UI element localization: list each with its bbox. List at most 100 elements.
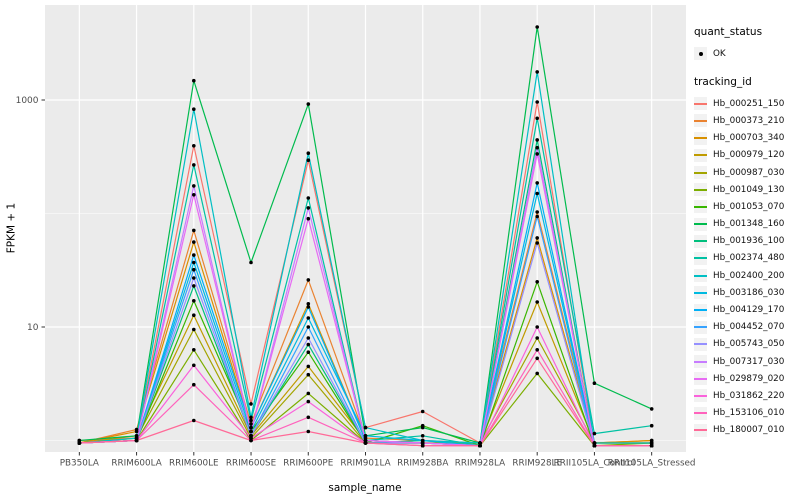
data-point	[535, 116, 539, 121]
legend-item-label: Hb_005743_050	[713, 339, 785, 350]
data-point	[134, 429, 139, 434]
data-point	[192, 299, 196, 303]
legend-item-Hb_002374_480: Hb_002374_480	[694, 250, 798, 267]
legend-item-Hb_001936_100: Hb_001936_100	[694, 233, 798, 250]
line-key-swatch	[694, 200, 707, 214]
data-point	[535, 336, 539, 340]
data-point	[192, 276, 196, 280]
data-point	[535, 300, 539, 304]
point-key-swatch	[694, 47, 707, 61]
tracking-id-legend: tracking_id Hb_000251_150 Hb_000373_210 Hb…	[694, 76, 798, 439]
x-tick-label: RRII105LA_Control	[554, 459, 636, 469]
data-point	[306, 342, 311, 347]
data-point	[249, 422, 253, 426]
data-point	[592, 441, 597, 445]
legend-item-Hb_180007_010: Hb_180007_010	[694, 422, 798, 439]
legend-item-label: Hb_003186_030	[713, 287, 785, 298]
data-point	[306, 158, 311, 162]
data-point	[306, 336, 311, 340]
data-point	[192, 418, 196, 423]
line-key-color	[694, 240, 707, 243]
data-point	[592, 381, 597, 386]
legend-item-Hb_007317_030: Hb_007317_030	[694, 353, 798, 370]
point-marker-icon	[698, 51, 703, 56]
data-point	[192, 313, 196, 318]
data-point	[192, 260, 196, 265]
data-point	[192, 240, 196, 244]
legend-item-Hb_001049_130: Hb_001049_130	[694, 181, 798, 198]
data-point	[306, 305, 311, 309]
y-axis-title: FPKM + 1	[5, 202, 18, 254]
line-key-color	[694, 412, 707, 415]
legend-item-Hb_031862_220: Hb_031862_220	[694, 387, 798, 404]
legend-item-label: Hb_000979_120	[713, 150, 785, 161]
legend-item-Hb_000987_030: Hb_000987_030	[694, 164, 798, 181]
legend-item-label: Hb_001936_100	[713, 236, 785, 247]
data-point	[306, 415, 311, 420]
data-point	[649, 441, 654, 445]
x-tick-label: RRIM600PE	[283, 459, 333, 469]
data-point	[649, 438, 654, 443]
data-point	[420, 409, 425, 414]
line-key-color	[694, 326, 707, 329]
legend-item-Hb_004452_070: Hb_004452_070	[694, 319, 798, 336]
data-point	[535, 236, 539, 240]
data-point	[192, 228, 196, 233]
data-point	[306, 196, 311, 200]
data-point	[363, 438, 368, 443]
legend-item-Hb_000703_340: Hb_000703_340	[694, 130, 798, 147]
line-key-color	[694, 102, 707, 105]
x-tick-label: RRIM600LE	[169, 459, 219, 469]
quant-status-legend-title: quant_status	[694, 26, 763, 38]
data-point	[306, 350, 311, 355]
legend-item-Hb_153106_010: Hb_153106_010	[694, 405, 798, 422]
data-point	[249, 402, 253, 406]
line-key-color	[694, 188, 707, 191]
line-key-swatch	[694, 166, 707, 180]
data-point	[192, 78, 196, 83]
legend-item-label: OK	[713, 48, 726, 59]
data-point	[306, 316, 311, 320]
data-point	[306, 302, 311, 306]
data-point	[363, 434, 368, 438]
legend-item-ok: OK	[694, 45, 798, 62]
data-point	[192, 163, 196, 167]
data-point	[134, 438, 139, 443]
line-key-swatch	[694, 251, 707, 265]
data-point	[306, 151, 311, 155]
x-tick-label: RRIM928BA	[397, 459, 448, 469]
line-key-swatch	[694, 423, 707, 437]
line-key-swatch	[694, 355, 707, 369]
data-point	[192, 144, 196, 148]
x-tick-label: PB350LA	[60, 459, 99, 469]
data-point	[192, 284, 196, 288]
line-key-color	[694, 429, 707, 432]
data-point	[249, 425, 253, 430]
legend-item-label: Hb_000373_210	[713, 115, 785, 126]
line-key-swatch	[694, 286, 707, 300]
data-point	[649, 443, 654, 448]
tracking-id-legend-title: tracking_id	[694, 76, 752, 89]
data-point	[592, 431, 597, 436]
line-key-color	[694, 205, 707, 208]
data-point	[535, 181, 539, 185]
x-tick-label: RRIM901LA	[340, 459, 390, 469]
data-point	[363, 441, 368, 445]
line-key-color	[694, 291, 707, 294]
data-point	[535, 100, 539, 104]
data-point	[535, 191, 539, 196]
data-point	[249, 415, 253, 420]
data-point	[649, 407, 654, 411]
legend-item-Hb_000979_120: Hb_000979_120	[694, 147, 798, 164]
line-key-color	[694, 257, 707, 260]
legend-item-label: Hb_031862_220	[713, 390, 785, 401]
legend-item-label: Hb_001053_070	[713, 201, 785, 212]
legend-item-Hb_005743_050: Hb_005743_050	[694, 336, 798, 353]
legend-item-label: Hb_153106_010	[713, 408, 785, 419]
data-point	[535, 214, 539, 219]
data-point	[420, 434, 425, 438]
line-key-color	[694, 343, 707, 346]
legend-item-label: Hb_001049_130	[713, 184, 785, 195]
x-tick-label: RRIM928LE	[512, 459, 562, 469]
line-key-color	[694, 274, 707, 277]
